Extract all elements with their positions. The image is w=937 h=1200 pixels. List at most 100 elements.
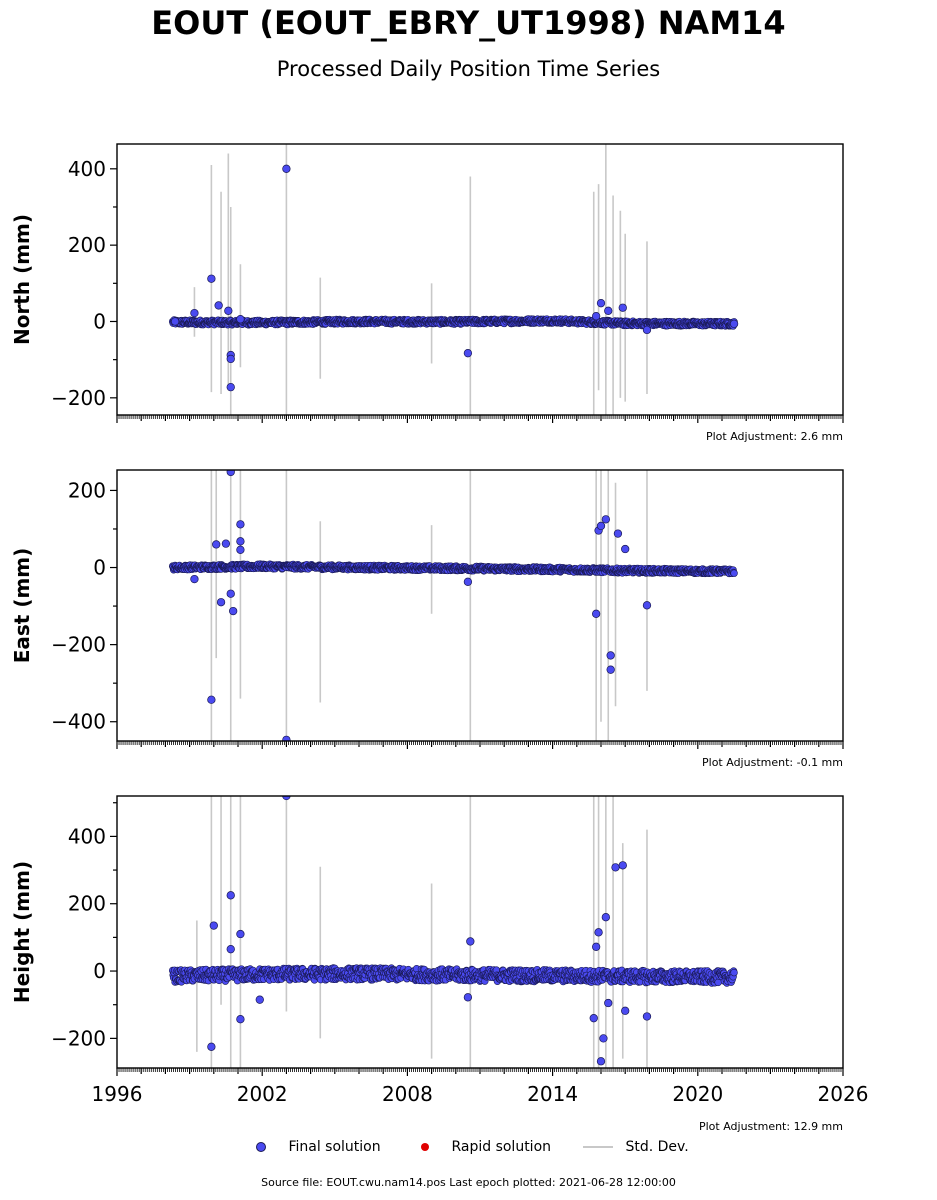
final-solution-point [729,319,739,328]
y-tick-label: 200 [68,478,106,502]
final-solution-point [618,303,627,312]
plot-adjustment-label: Plot Adjustment: -0.1 mm [702,756,843,769]
final-solution-point [209,921,218,930]
final-solution-point [596,521,606,531]
plot-adjustment-label: Plot Adjustment: 12.9 mm [699,1120,843,1133]
final-solution-point [207,695,216,704]
plot-adjustment-label: Plot Adjustment: 2.6 mm [706,430,843,443]
y-tick-label: −200 [51,633,106,657]
final-solution-point [236,545,245,554]
final-solution-point [236,1015,245,1024]
final-solution-point [226,945,235,954]
final-solution-point [463,577,473,586]
y-axis-label: North (mm) [10,214,34,345]
final-solution-point [282,164,291,173]
final-solution-point [463,349,473,358]
final-solution-point [621,544,630,554]
y-tick-label: −400 [51,710,106,734]
final-solution-point [282,735,291,741]
std-dev-line-icon [583,1146,613,1148]
rapid-solution-marker-icon [421,1143,429,1151]
final-solution-point [611,863,620,872]
final-solution-point [599,1034,608,1043]
axes-frame [116,795,844,1069]
final-solution-point [226,891,235,900]
chart-title: EOUT (EOUT_EBRY_UT1998) NAM14 [151,4,786,42]
x-tick-label: 2020 [672,1082,723,1106]
final-solution-point [207,1042,216,1051]
final-solution-point [212,540,221,549]
panel-1: −200 0 200 400 North (mm) Plot Adjustment: 2.… [10,143,844,443]
y-tick-label: 0 [93,959,106,983]
x-tick-label: 2026 [818,1082,869,1106]
final-solution-point [236,315,245,324]
y-tick-label: −200 [51,386,106,410]
final-solution-marker-icon [256,1142,266,1152]
axes-frame [116,469,844,742]
footer-source: Source file: EOUT.cwu.nam14.pos Last epo… [261,1176,676,1189]
y-tick-label: 0 [93,556,106,580]
final-solution-point [613,529,623,538]
final-solution-point [236,520,245,529]
daily-point [730,968,738,977]
legend-std-label: Std. Dev. [625,1139,689,1155]
final-solution-point [255,995,264,1004]
plot-area [168,796,738,1068]
final-solution-point [601,515,610,524]
final-solution-point [596,299,606,308]
final-solution-point [592,942,601,951]
final-solution-point [606,665,615,674]
final-solution-point [224,306,233,315]
y-tick-label: 200 [68,892,106,916]
panel-3: −200 0 200 400 1996 2002 2008 2014 2020 2026 Heigh… [10,795,869,1133]
final-solution-point [207,274,216,283]
final-solution-point [601,913,610,922]
legend-std: Std. Dev. [583,1137,689,1157]
final-solution-point [170,317,180,326]
final-solution-point [226,382,235,392]
final-solution-point [642,1012,652,1021]
panel-2: −400 −200 0 200 East (mm) Plot Adjustment: -0… [10,469,844,769]
final-solution-point [596,1057,606,1066]
y-axis-label: East (mm) [10,548,34,664]
final-solution-point [594,928,603,937]
plot-area [168,144,739,415]
axes-frame [116,143,844,416]
final-solution-point [236,537,245,546]
final-solution-point [214,301,223,310]
final-solution-point [190,308,199,318]
final-solution-point [236,929,245,939]
final-solution-point [604,998,613,1008]
final-solution-point [226,354,235,364]
final-solution-point [589,1014,598,1023]
y-tick-label: 0 [93,309,106,333]
legend-final-label: Final solution [288,1139,381,1155]
final-solution-point [621,1006,630,1015]
final-solution-point [226,470,235,477]
y-tick-label: 400 [68,157,106,181]
final-solution-point [221,539,231,548]
chart-subtitle: Processed Daily Position Time Series [276,57,661,81]
legend-rapid-label: Rapid solution [451,1139,552,1155]
y-tick-label: 400 [68,824,106,848]
x-tick-label: 2002 [237,1082,288,1106]
y-tick-label: 200 [68,233,106,257]
final-solution-point [216,598,226,607]
final-solution-point [463,993,473,1002]
final-solution-point [190,574,199,584]
x-tick-label: 1996 [92,1082,143,1106]
legend-rapid: Rapid solution [421,1137,551,1157]
final-solution-point [229,606,238,616]
final-solution-point [226,589,235,598]
final-solution-point [642,601,652,610]
final-solution-point [592,609,601,618]
final-solution-point [604,306,613,315]
legend-final: Final solution [256,1137,381,1157]
final-solution-point [466,937,475,946]
y-tick-label: −200 [51,1026,106,1050]
y-axis-label: Height (mm) [10,861,34,1003]
x-tick-label: 2008 [382,1082,433,1106]
final-solution-point [592,311,601,321]
plot-area [168,470,738,741]
